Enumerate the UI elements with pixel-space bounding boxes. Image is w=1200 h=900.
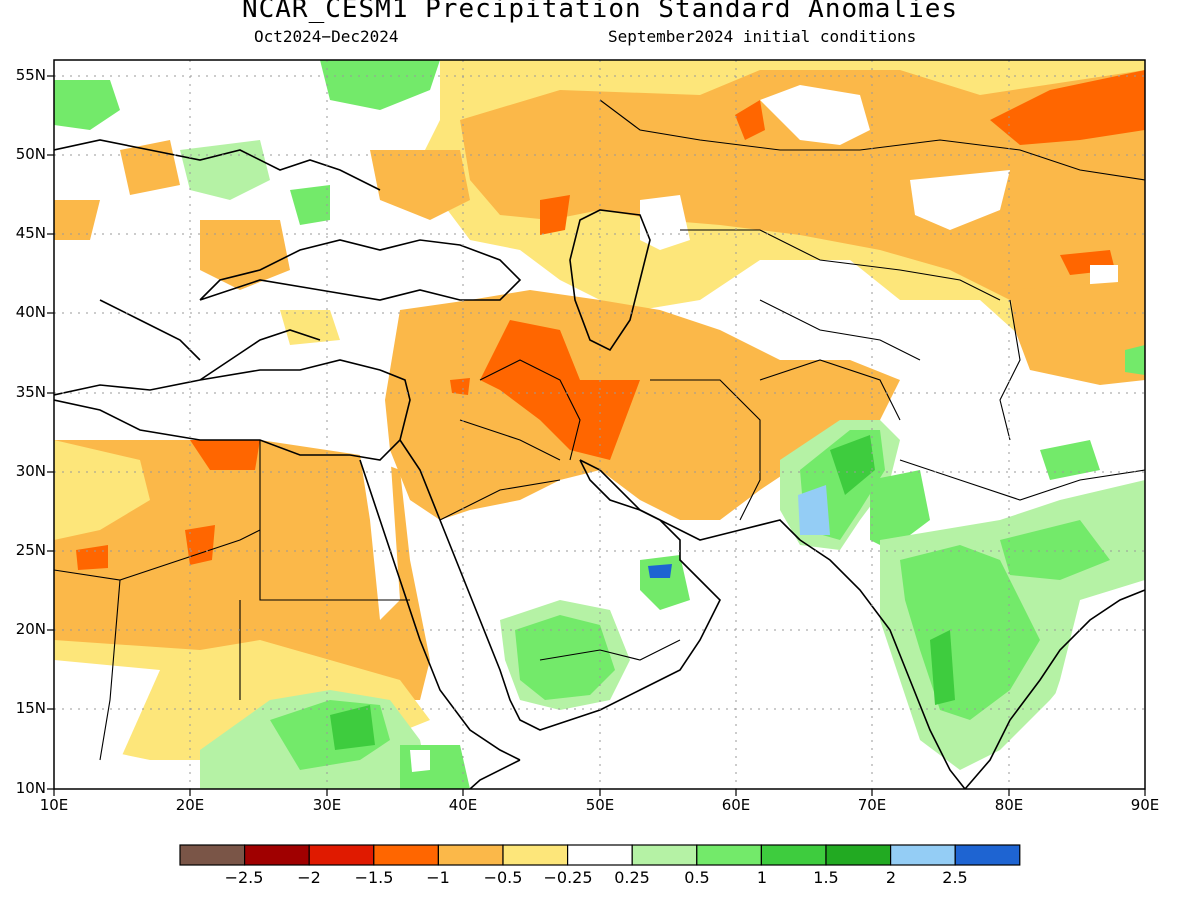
colorbar-swatch <box>760 844 827 866</box>
lat-tick: 20N <box>15 620 46 638</box>
colorbar-swatch <box>373 844 439 866</box>
lon-tick: 20E <box>175 796 205 814</box>
colorbar-label: −0.25 <box>543 868 593 887</box>
lat-tick: 50N <box>15 145 46 163</box>
colorbar-swatch <box>502 844 569 866</box>
colorbar <box>179 844 1021 866</box>
colorbar-label: −2.5 <box>224 868 264 887</box>
lat-tick: 35N <box>15 383 46 401</box>
coastlines <box>54 139 1145 789</box>
country-borders <box>54 99 1145 761</box>
lon-tick: 40E <box>448 796 478 814</box>
axis-ticks <box>47 75 1146 796</box>
map-title: NCAR_CESM1 Precipitation Standard Anomal… <box>241 0 959 24</box>
lon-tick: 70E <box>857 796 887 814</box>
lon-tick: 80E <box>994 796 1024 814</box>
colorbar-swatch <box>566 844 633 866</box>
colorbar-swatch <box>631 844 698 866</box>
colorbar-label: −1.5 <box>354 868 394 887</box>
colorbar-swatch <box>825 844 892 866</box>
lon-tick: 30E <box>312 796 342 814</box>
colorbar-label: 2 <box>885 868 897 887</box>
colorbar-swatch <box>308 844 375 866</box>
colorbar-label: −2 <box>297 868 321 887</box>
colorbar-label: 1 <box>756 868 768 887</box>
colorbar-swatch <box>244 844 310 866</box>
lon-tick: 90E <box>1130 796 1160 814</box>
colorbar-label: −0.5 <box>483 868 523 887</box>
colorbar-label: −1 <box>426 868 450 887</box>
colorbar-label: 2.5 <box>942 868 968 887</box>
lon-tick: 60E <box>721 796 751 814</box>
colorbar-swatch <box>889 844 956 866</box>
colorbar-swatch <box>179 844 246 866</box>
lat-tick: 40N <box>15 303 46 321</box>
colorbar-label: 0.5 <box>684 868 710 887</box>
lat-tick: 10N <box>15 779 46 797</box>
graticule <box>54 60 1145 789</box>
lon-tick: 10E <box>39 796 69 814</box>
anomaly-field <box>54 60 1145 789</box>
lat-tick: 45N <box>15 224 46 242</box>
lat-tick: 55N <box>15 66 46 84</box>
forecast-period: Oct2024−Dec2024 <box>254 27 399 46</box>
lat-tick: 15N <box>15 699 46 717</box>
colorbar-swatch <box>437 844 504 866</box>
initial-conditions: September2024 initial conditions <box>608 27 917 46</box>
lat-tick: 30N <box>15 462 46 480</box>
lat-tick: 25N <box>15 541 46 559</box>
colorbar-swatch <box>954 844 1021 866</box>
colorbar-label: 1.5 <box>813 868 839 887</box>
colorbar-label: 0.25 <box>614 868 650 887</box>
colorbar-swatch <box>696 844 762 866</box>
lon-tick: 50E <box>585 796 615 814</box>
